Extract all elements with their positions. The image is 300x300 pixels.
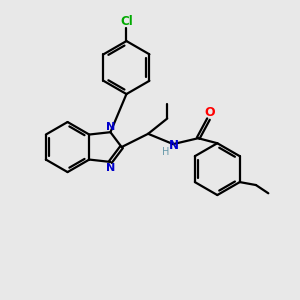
Text: O: O [205, 106, 215, 119]
Text: N: N [106, 122, 116, 132]
Text: N: N [106, 163, 116, 173]
Text: H: H [162, 147, 169, 158]
Text: N: N [169, 139, 179, 152]
Text: Cl: Cl [120, 15, 133, 28]
